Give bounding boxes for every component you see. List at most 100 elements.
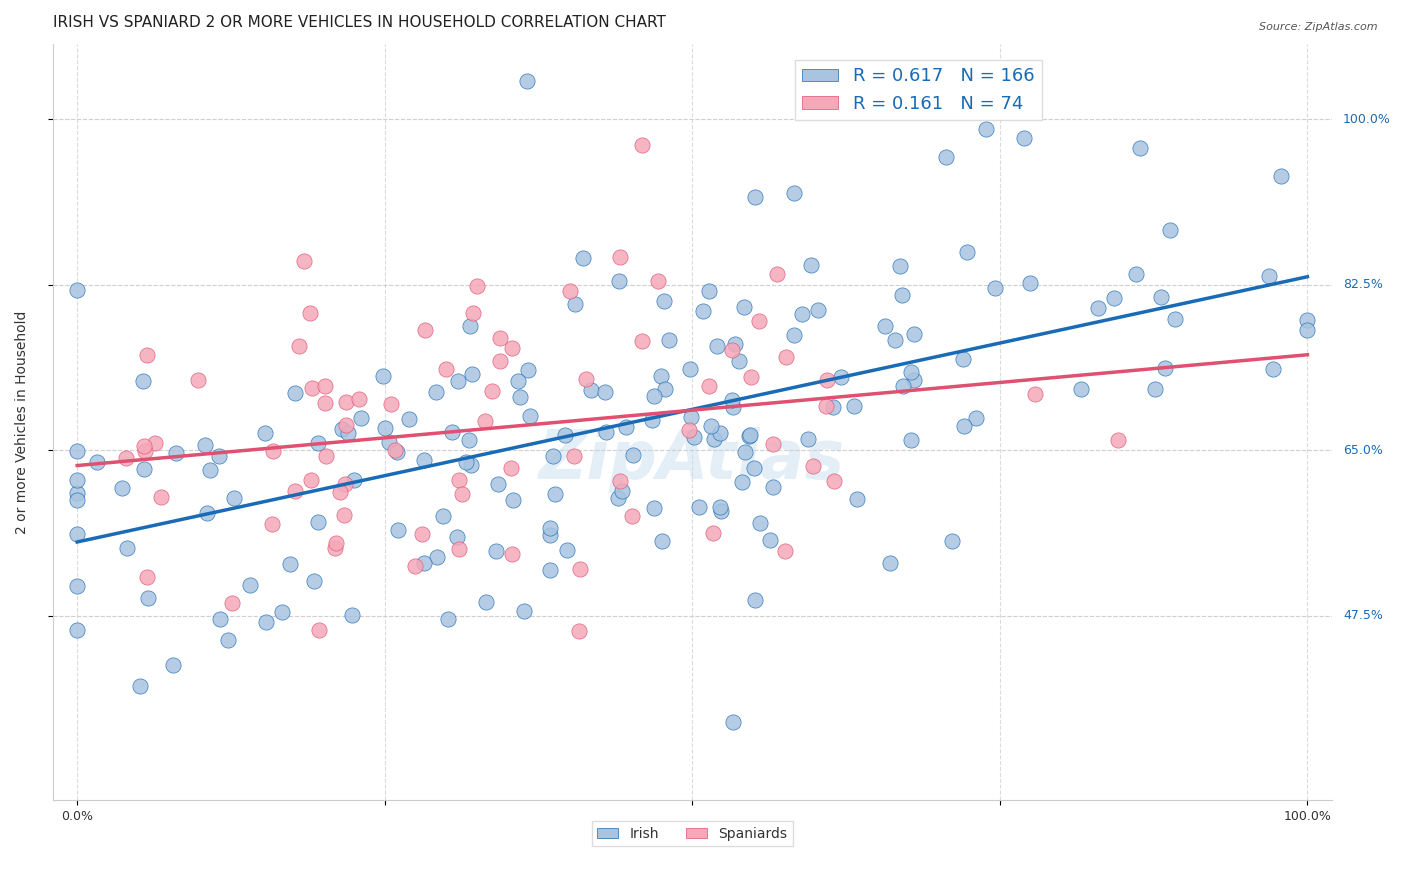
Point bbox=[731, 475, 754, 489]
Point bbox=[115, 450, 138, 465]
Point bbox=[501, 341, 523, 355]
Point bbox=[903, 327, 925, 342]
Point bbox=[256, 615, 278, 630]
Point bbox=[721, 715, 744, 730]
Point bbox=[481, 384, 503, 398]
Point bbox=[451, 487, 474, 501]
Point bbox=[134, 444, 156, 458]
Point bbox=[132, 374, 155, 388]
Point bbox=[66, 283, 89, 297]
Point bbox=[115, 541, 138, 556]
Point bbox=[134, 439, 156, 453]
Point bbox=[385, 444, 408, 458]
Text: IRISH VS SPANIARD 2 OR MORE VEHICLES IN HOUSEHOLD CORRELATION CHART: IRISH VS SPANIARD 2 OR MORE VEHICLES IN … bbox=[52, 15, 665, 30]
Point bbox=[744, 189, 766, 203]
Point bbox=[314, 378, 336, 392]
Point bbox=[449, 542, 471, 557]
Point bbox=[875, 318, 897, 333]
Point bbox=[329, 484, 352, 499]
Point bbox=[766, 267, 789, 281]
Point bbox=[647, 274, 669, 288]
Point bbox=[654, 382, 676, 396]
Point bbox=[412, 556, 434, 570]
Point bbox=[488, 331, 510, 345]
Point bbox=[86, 455, 108, 469]
Point bbox=[720, 343, 742, 358]
Point bbox=[299, 306, 322, 320]
Point bbox=[842, 399, 865, 413]
Point bbox=[558, 284, 581, 298]
Point bbox=[224, 491, 246, 505]
Point bbox=[463, 306, 485, 320]
Point bbox=[330, 422, 353, 436]
Text: 65.0%: 65.0% bbox=[1343, 444, 1384, 457]
Point bbox=[350, 411, 373, 425]
Point bbox=[740, 370, 762, 384]
Point bbox=[742, 460, 765, 475]
Point bbox=[823, 474, 845, 488]
Point bbox=[335, 417, 357, 432]
Point bbox=[454, 454, 477, 468]
Point bbox=[814, 399, 837, 413]
Point bbox=[595, 425, 617, 440]
Point bbox=[643, 389, 665, 403]
Point bbox=[162, 658, 184, 673]
Point bbox=[343, 473, 366, 487]
Y-axis label: 2 or more Vehicles in Household: 2 or more Vehicles in Household bbox=[15, 310, 30, 533]
Point bbox=[658, 333, 681, 347]
Point bbox=[458, 434, 481, 448]
Point bbox=[465, 279, 488, 293]
Point bbox=[889, 259, 911, 273]
Point bbox=[709, 425, 731, 440]
Point bbox=[984, 281, 1007, 295]
Point bbox=[307, 436, 329, 450]
Point bbox=[706, 339, 728, 353]
Point bbox=[554, 428, 576, 442]
Point bbox=[66, 493, 89, 508]
Point bbox=[643, 501, 665, 516]
Point bbox=[709, 500, 731, 514]
Point bbox=[333, 508, 356, 523]
Point bbox=[593, 385, 616, 400]
Point bbox=[734, 445, 756, 459]
Point bbox=[683, 430, 706, 444]
Point bbox=[744, 593, 766, 607]
Point bbox=[891, 379, 914, 393]
Point bbox=[485, 543, 508, 558]
Point bbox=[724, 337, 747, 351]
Point bbox=[609, 474, 631, 488]
Point bbox=[374, 421, 396, 435]
Text: 47.5%: 47.5% bbox=[1343, 609, 1384, 623]
Point bbox=[762, 480, 785, 494]
Point bbox=[700, 419, 723, 434]
Point bbox=[935, 150, 957, 164]
Point bbox=[221, 595, 243, 609]
Point bbox=[434, 361, 457, 376]
Point bbox=[143, 436, 166, 450]
Point bbox=[879, 556, 901, 570]
Point bbox=[1102, 291, 1125, 305]
Point bbox=[562, 449, 585, 463]
Point bbox=[807, 303, 830, 318]
Point bbox=[609, 250, 631, 264]
Point bbox=[974, 122, 997, 136]
Point bbox=[460, 319, 482, 334]
Point bbox=[413, 453, 436, 467]
Point bbox=[475, 594, 498, 608]
Point bbox=[66, 623, 89, 637]
Text: 100.0%: 100.0% bbox=[1343, 112, 1391, 126]
Point bbox=[1164, 312, 1187, 326]
Point bbox=[134, 462, 156, 476]
Point bbox=[900, 434, 922, 448]
Point bbox=[575, 372, 598, 386]
Point bbox=[509, 390, 531, 404]
Point bbox=[1263, 362, 1285, 376]
Point bbox=[501, 548, 523, 562]
Point bbox=[845, 491, 868, 506]
Point bbox=[194, 438, 217, 452]
Point bbox=[544, 487, 567, 501]
Point bbox=[650, 368, 672, 383]
Point bbox=[404, 558, 426, 573]
Point bbox=[253, 426, 276, 441]
Point bbox=[564, 297, 586, 311]
